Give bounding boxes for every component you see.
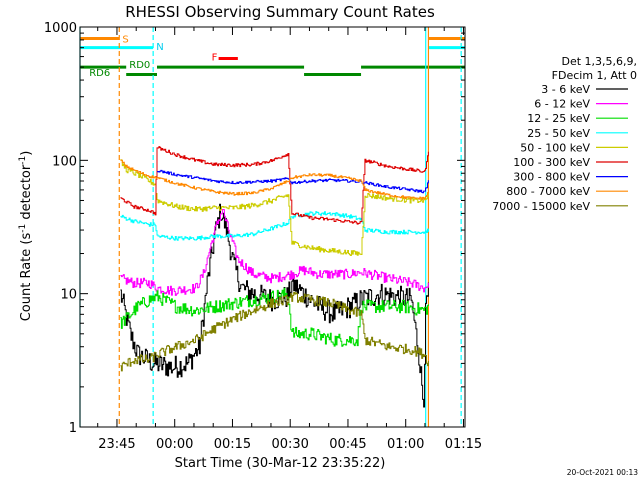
x-tick-label: 01:00	[387, 437, 424, 452]
flag-label-s: S	[122, 34, 128, 45]
x-axis-label: Start Time (30-Mar-12 23:35:22)	[175, 456, 386, 471]
legend: Det 1,3,5,6,9,FDecim 1, Att 03 - 6 keV 6 …	[492, 55, 637, 213]
legend-label: 12 - 25 keV	[527, 112, 590, 125]
y-axis-label-part: detector	[19, 164, 34, 224]
flag-label-rd6: RD6	[89, 68, 110, 79]
legend-header: FDecim 1, Att 0	[552, 69, 637, 82]
legend-label: 800 - 7000 keV	[506, 185, 590, 198]
legend-label: 300 - 800 keV	[513, 171, 590, 184]
legend-label: 6 - 12 keV	[534, 98, 590, 111]
flag-label-n: N	[156, 42, 163, 53]
x-tick-label: 00:00	[156, 437, 193, 452]
y-tick-label: 100	[52, 154, 77, 169]
legend-label: 50 - 100 keV	[520, 141, 590, 154]
series-line-6	[157, 169, 429, 194]
y-axis-label-part: )	[19, 151, 34, 156]
y-axis-label-part: -1	[18, 156, 28, 165]
x-tick-label: 00:45	[329, 437, 366, 452]
y-axis-label: Count Rate (s-1 detector-1)	[18, 151, 34, 322]
legend-label: 25 - 50 keV	[527, 127, 590, 140]
y-tick-label: 1000	[44, 21, 77, 36]
flag-label-rd0: RD0	[129, 60, 150, 71]
axes: 1 10 100 1000 23:45 00:00 00:15 00:30 00:45 01:00…	[44, 21, 482, 452]
y-axis-label-part: Count Rate (s	[19, 233, 34, 322]
series-line-8	[120, 291, 429, 372]
x-tick-label: 01:15	[445, 437, 482, 452]
legend-label: 100 - 300 keV	[513, 156, 590, 169]
plot-frame	[79, 26, 466, 428]
x-tick-label: 23:45	[98, 437, 135, 452]
series-line-3	[120, 211, 429, 241]
y-axis-label-part: -1	[18, 224, 28, 233]
data-series	[120, 146, 429, 408]
flag-bars: S N F RD0 RD6	[80, 34, 465, 79]
legend-label: 7000 - 15000 keV	[492, 200, 590, 213]
legend-header: Det 1,3,5,6,9,	[561, 55, 637, 68]
series-line-2	[120, 287, 429, 347]
chart-title: RHESSI Observing Summary Count Rates	[125, 3, 435, 21]
x-tick-label: 00:30	[271, 437, 308, 452]
y-tick-label: 10	[60, 288, 77, 303]
series-line-7	[120, 159, 429, 200]
series-line-5	[120, 146, 429, 225]
footer-timestamp: 20-Oct-2021 00:13	[567, 468, 638, 477]
series-line-1	[120, 209, 429, 296]
x-tick-label: 00:15	[214, 437, 251, 452]
y-tick-label: 1	[69, 421, 77, 436]
legend-label: 3 - 6 keV	[541, 83, 590, 96]
series-line-4	[120, 159, 429, 256]
flag-label-f: F	[212, 53, 218, 64]
